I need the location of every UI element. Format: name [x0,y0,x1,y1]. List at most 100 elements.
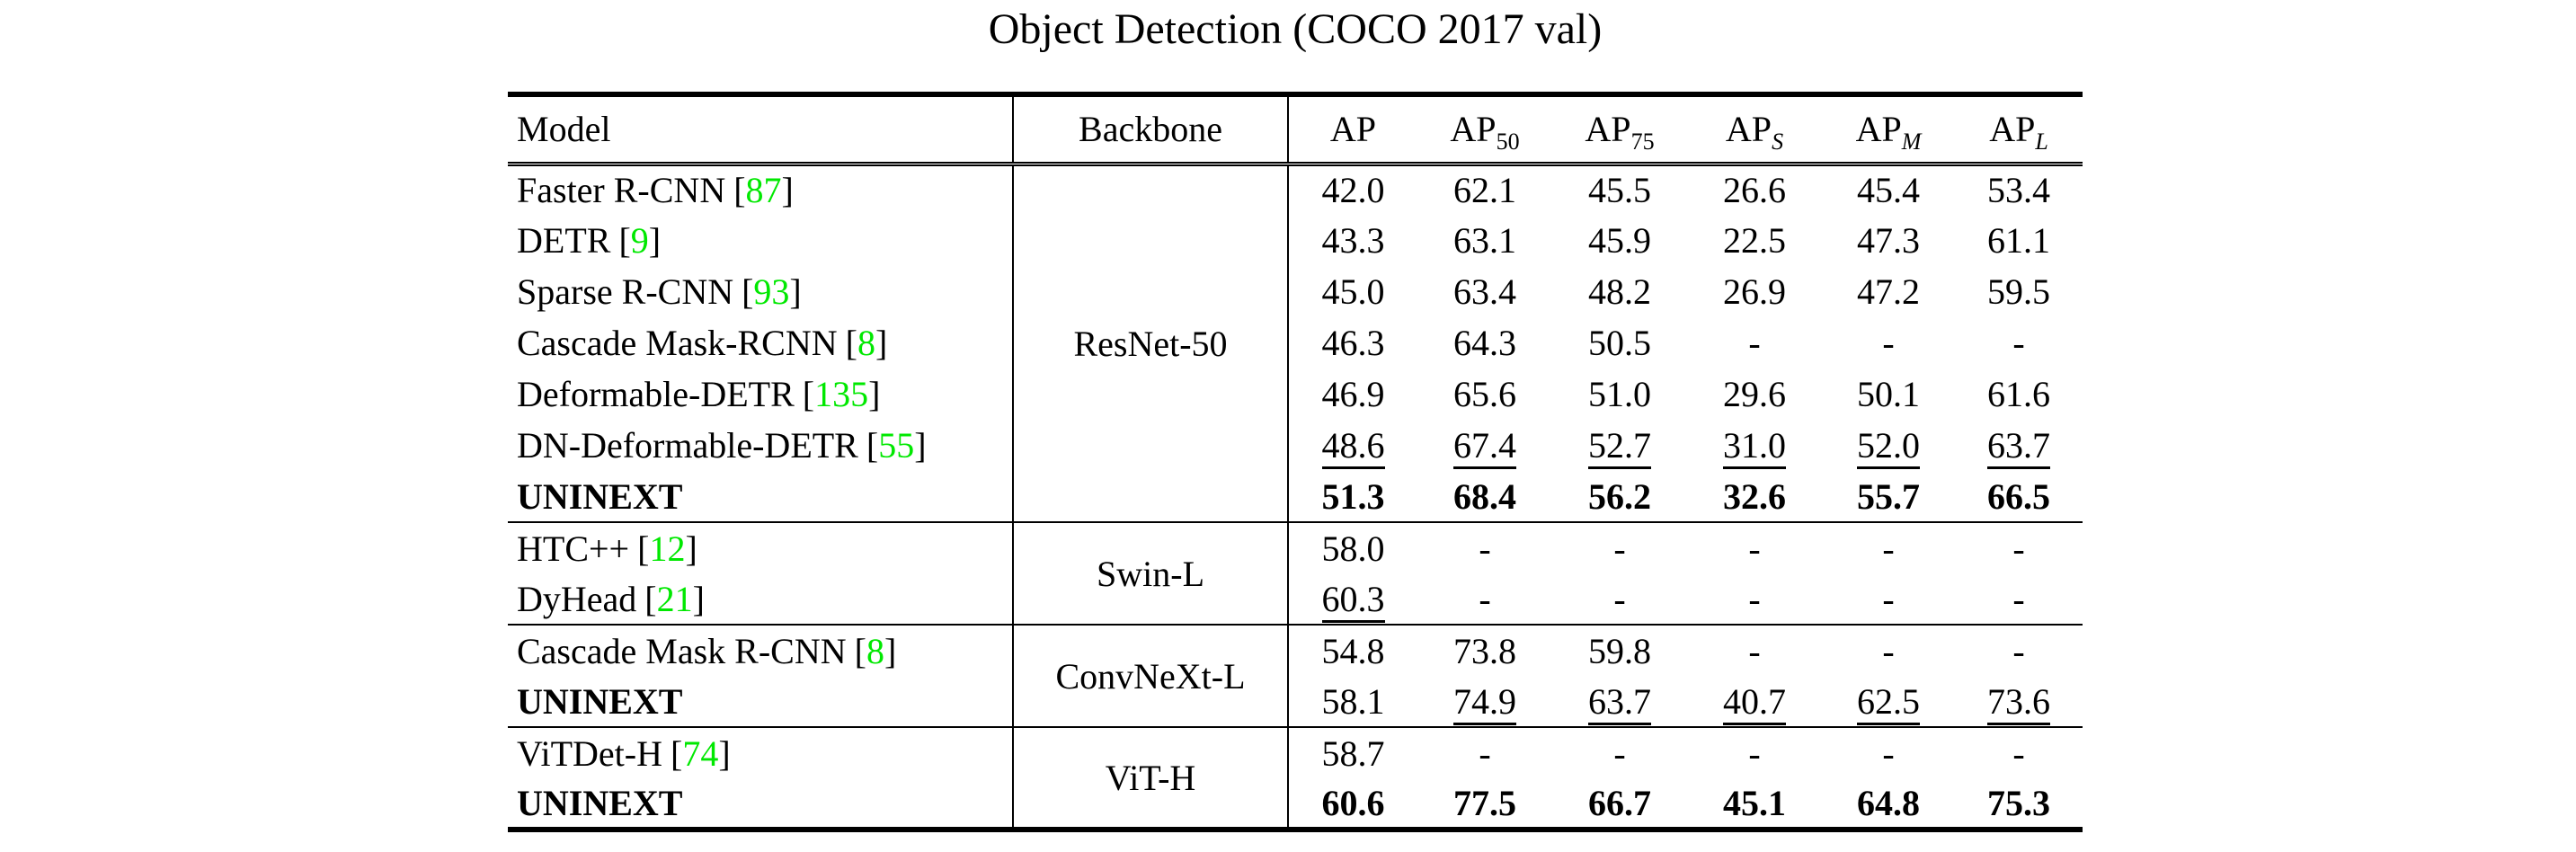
table-row: UNINEXT 60.6 77.5 66.7 45.1 64.8 75.3 [508,778,2083,830]
model-cell: UNINEXT [508,778,1013,830]
value-cell: 60.3 [1288,573,1417,625]
citation-ref: 93 [742,271,802,312]
value-cell: 47.3 [1857,220,1920,261]
value-cell: 47.2 [1857,271,1920,312]
table-row: DN-Deformable-DETR55 48.6 67.4 52.7 31.0… [508,420,2083,471]
backbone-cell: Swin-L [1012,521,1289,625]
model-cell: DyHead21 [508,573,1013,625]
citation-ref: 55 [866,425,927,466]
value-cell: 68.4 [1453,475,1516,517]
value-cell: 58.1 [1321,680,1385,722]
model-cell: Cascade Mask-RCNN8 [508,317,1013,368]
value-cell: 43.3 [1321,220,1385,261]
model-name: Deformable-DETR [517,374,795,414]
value-cell: 62.1 [1453,170,1516,211]
value-cell: 51.0 [1588,374,1651,414]
value-cell: - [1552,726,1687,778]
column-header-apl: APL [1955,94,2083,166]
column-header-model: Model [508,94,1013,166]
value-cell: 75.3 [1987,782,2050,823]
model-cell: DETR9 [508,215,1013,266]
value-cell: 32.6 [1723,475,1786,517]
value-cell: - [1822,624,1955,676]
model-cell: ViTDet-H74 [508,726,1013,778]
model-name: DETR [517,220,611,261]
value-cell: - [1882,323,1895,363]
model-name: Sparse R-CNN [517,271,734,312]
citation-ref: 87 [733,170,794,210]
value-cell: - [1955,624,2083,676]
model-cell: Cascade Mask R-CNN8 [508,624,1013,676]
value-cell: 73.6 [1955,676,2083,727]
model-name: Cascade Mask-RCNN [517,323,838,363]
citation-ref: 74 [671,733,731,774]
value-cell: 63.1 [1453,220,1516,261]
model-cell: UNINEXT [508,471,1013,522]
table-row: ViTDet-H74 ViT-H 58.7 - - - - - [508,726,2083,830]
citation-ref: 9 [618,220,661,261]
value-cell: 31.0 [1687,420,1822,471]
table-row: Deformable-DETR135 46.9 65.6 51.0 29.6 5… [508,368,2083,420]
model-cell: Faster R-CNN87 [508,164,1013,215]
column-header-ap75: AP75 [1552,94,1687,166]
table-row: UNINEXT 51.3 68.4 56.2 32.6 55.7 66.5 [508,471,2083,522]
value-cell: 67.4 [1417,420,1552,471]
citation-ref: 8 [855,631,897,671]
model-name: Cascade Mask R-CNN [517,630,847,671]
model-name: DN-Deformable-DETR [517,425,858,466]
value-cell: 58.0 [1288,521,1417,573]
value-cell: 63.4 [1453,271,1516,312]
value-cell: - [1417,726,1552,778]
value-cell: - [1687,521,1822,573]
column-header-ap50: AP50 [1417,94,1552,166]
model-name: UNINEXT [517,680,683,722]
backbone-cell: ResNet-50 [1012,164,1289,522]
value-cell: 63.7 [1955,420,2083,471]
value-cell: 66.7 [1588,782,1651,823]
value-cell: 58.7 [1288,726,1417,778]
citation-ref: 21 [644,579,705,619]
backbone-cell: ViT-H [1012,726,1289,830]
model-cell: UNINEXT [508,676,1013,727]
model-name: UNINEXT [517,782,683,823]
value-cell: 26.9 [1723,271,1786,312]
backbone-cell: ConvNeXt-L [1012,624,1289,727]
value-cell: - [2012,578,2025,619]
value-cell: 54.8 [1288,624,1417,676]
value-cell: 52.0 [1822,420,1955,471]
value-cell: 56.2 [1588,475,1651,517]
value-cell: 45.4 [1857,170,1920,211]
value-cell: 22.5 [1723,220,1786,261]
value-cell: 61.6 [1987,374,2050,414]
model-name: UNINEXT [517,475,683,517]
table-row: UNINEXT 58.1 74.9 63.7 40.7 62.5 73.6 [508,676,2083,727]
value-cell: 77.5 [1453,782,1516,823]
citation-ref: 8 [846,323,888,363]
value-cell: 40.7 [1687,676,1822,727]
model-cell: DN-Deformable-DETR55 [508,420,1013,471]
value-cell: 45.1 [1723,782,1786,823]
value-cell: 46.3 [1321,323,1385,363]
model-name: ViTDet-H [517,732,662,774]
citation-ref: 12 [637,528,697,569]
results-table: Model Backbone AP AP50 AP75 APS APM APL … [508,92,2083,832]
value-cell: 50.5 [1588,323,1651,363]
model-cell: Deformable-DETR135 [508,368,1013,420]
header-row: Model Backbone AP AP50 AP75 APS APM APL [508,94,2083,166]
value-cell: 42.0 [1321,170,1385,211]
value-cell: - [1479,578,1491,619]
value-cell: - [1613,578,1626,619]
column-header-ap: AP [1288,94,1417,166]
table-row: HTC++12 Swin-L 58.0 - - - - - [508,521,2083,625]
table-row: DETR9 43.3 63.1 45.9 22.5 47.3 61.1 [508,215,2083,266]
value-cell: 46.9 [1321,374,1385,414]
value-cell: - [2012,323,2025,363]
value-cell: 53.4 [1987,170,2050,211]
value-cell: 66.5 [1987,475,2050,517]
citation-ref: 135 [803,374,881,414]
value-cell: 73.8 [1417,624,1552,676]
model-name: Faster R-CNN [517,170,726,211]
value-cell: 65.6 [1453,374,1516,414]
value-cell: - [1417,521,1552,573]
